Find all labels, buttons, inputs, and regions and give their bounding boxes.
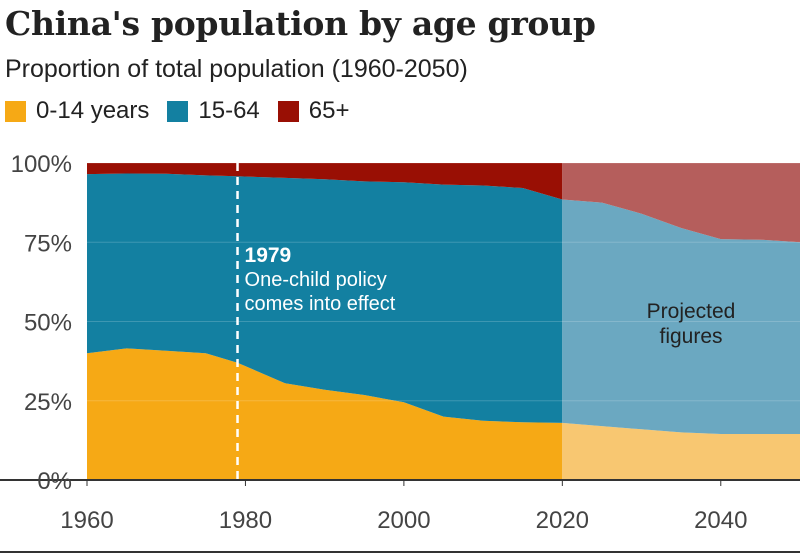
- area-15-64-historic: [87, 173, 563, 423]
- legend: 0-14 years 15-64 65+: [5, 96, 368, 126]
- legend-item-0-14: 0-14 years: [5, 97, 149, 125]
- policy-text-line-1: One-child policy: [245, 269, 387, 291]
- x-tick-label-2000: 2000: [377, 507, 430, 534]
- legend-swatch-0-14: [5, 100, 26, 122]
- area-0-14-historic: [87, 348, 563, 480]
- legend-swatch-65-plus: [277, 100, 299, 122]
- bottom-rule: [0, 551, 800, 553]
- projected-text-line-1: Projected: [647, 300, 736, 323]
- y-tick-label-25: 25%: [24, 389, 72, 416]
- policy-year-label: 1979: [245, 244, 292, 267]
- chart-title: China's population by age group: [5, 4, 596, 43]
- y-tick-label-0: 0%: [37, 468, 72, 495]
- y-tick-label-50: 50%: [24, 310, 72, 337]
- legend-label-15-64: 15-64: [198, 97, 260, 124]
- area-0-14-projected: [562, 422, 800, 480]
- legend-item-15-64: 15-64: [167, 97, 260, 125]
- policy-text-line-2: comes into effect: [245, 293, 396, 315]
- area-15-64-projected: [562, 199, 800, 434]
- chart-subtitle: Proportion of total population (1960-205…: [5, 55, 468, 83]
- x-tick-label-2020: 2020: [536, 507, 589, 534]
- x-tick-label-1980: 1980: [219, 507, 272, 534]
- y-tick-label-100: 100%: [11, 151, 72, 178]
- area-65+-projected: [562, 163, 800, 243]
- y-tick-label-75: 75%: [24, 230, 72, 257]
- x-tick-label-1960: 1960: [60, 507, 113, 534]
- legend-item-65-plus: 65+: [277, 97, 350, 125]
- legend-label-65-plus: 65+: [308, 97, 350, 124]
- area-65+-historic: [87, 163, 563, 200]
- legend-label-0-14: 0-14 years: [36, 97, 150, 124]
- legend-swatch-15-64: [167, 100, 189, 122]
- x-tick-label-2040: 2040: [694, 507, 747, 534]
- projected-text-line-2: figures: [659, 325, 722, 348]
